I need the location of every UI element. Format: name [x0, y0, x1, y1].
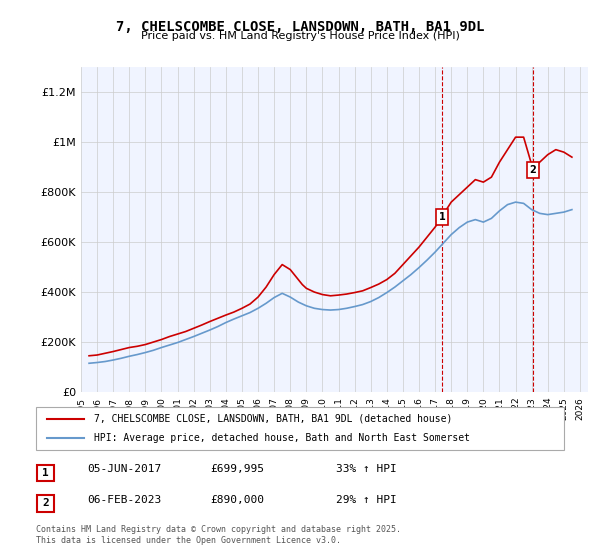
- Text: 06-FEB-2023: 06-FEB-2023: [87, 494, 161, 505]
- Text: 2: 2: [42, 498, 49, 508]
- Text: Contains HM Land Registry data © Crown copyright and database right 2025.
This d: Contains HM Land Registry data © Crown c…: [36, 525, 401, 545]
- Text: 7, CHELSCOMBE CLOSE, LANSDOWN, BATH, BA1 9DL (detached house): 7, CHELSCOMBE CLOSE, LANSDOWN, BATH, BA1…: [94, 413, 452, 423]
- Text: 1: 1: [42, 468, 49, 478]
- FancyBboxPatch shape: [36, 407, 564, 450]
- FancyBboxPatch shape: [37, 465, 54, 480]
- Text: £699,995: £699,995: [210, 464, 264, 474]
- Text: £890,000: £890,000: [210, 494, 264, 505]
- Text: 29% ↑ HPI: 29% ↑ HPI: [336, 494, 397, 505]
- Text: 33% ↑ HPI: 33% ↑ HPI: [336, 464, 397, 474]
- Text: 1: 1: [439, 212, 446, 222]
- Text: 05-JUN-2017: 05-JUN-2017: [87, 464, 161, 474]
- Text: HPI: Average price, detached house, Bath and North East Somerset: HPI: Average price, detached house, Bath…: [94, 433, 470, 444]
- Text: Price paid vs. HM Land Registry's House Price Index (HPI): Price paid vs. HM Land Registry's House …: [140, 31, 460, 41]
- FancyBboxPatch shape: [37, 496, 54, 511]
- Text: 7, CHELSCOMBE CLOSE, LANSDOWN, BATH, BA1 9DL: 7, CHELSCOMBE CLOSE, LANSDOWN, BATH, BA1…: [116, 20, 484, 34]
- Text: 2: 2: [530, 165, 536, 175]
